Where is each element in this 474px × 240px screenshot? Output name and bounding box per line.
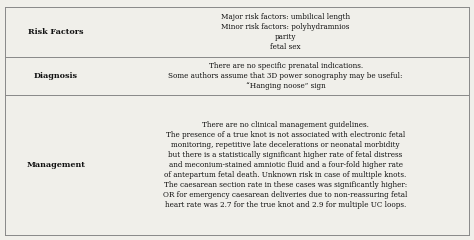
Text: Risk Factors: Risk Factors	[28, 28, 83, 36]
Text: Management: Management	[26, 161, 85, 169]
Text: Diagnosis: Diagnosis	[34, 72, 78, 80]
Text: There are no specific prenatal indications.
Some authors assume that 3D power so: There are no specific prenatal indicatio…	[168, 62, 403, 90]
Text: There are no clinical management guidelines.
The presence of a true knot is not : There are no clinical management guideli…	[164, 121, 408, 210]
Text: Major risk factors: umbilical length
Minor risk factors: polyhydramnios
parity
f: Major risk factors: umbilical length Min…	[221, 13, 350, 51]
